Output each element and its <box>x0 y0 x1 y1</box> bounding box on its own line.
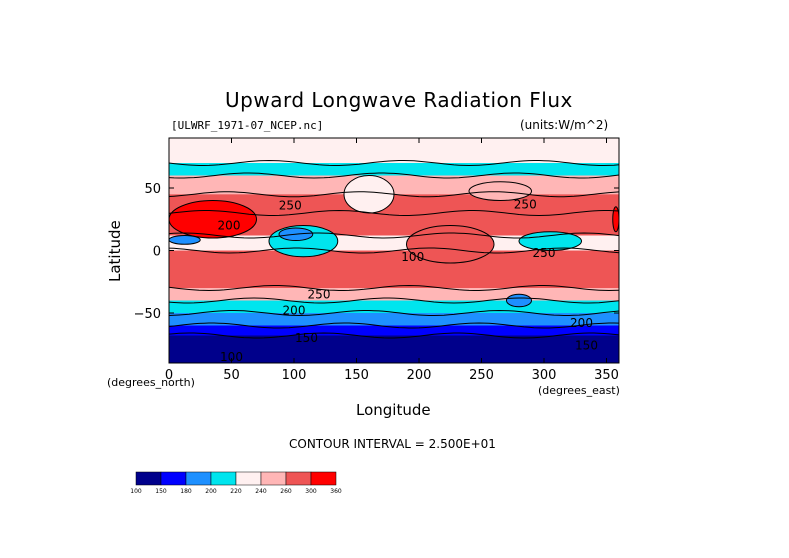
contour-interval-label: CONTOUR INTERVAL = 2.500E+01 <box>289 437 496 451</box>
heat-band <box>169 138 619 163</box>
contour-label: 150 <box>295 331 318 345</box>
contour-label: 200 <box>570 316 593 330</box>
file-label: [ULWRF_1971-07_NCEP.nc] <box>171 119 324 132</box>
heat-region <box>406 225 495 264</box>
contour-line <box>168 284 620 292</box>
heat-band <box>169 163 619 176</box>
x-tick-label: 200 <box>407 368 432 383</box>
colorbar-tick-label: 200 <box>205 488 217 495</box>
contour-line <box>168 297 620 304</box>
contour-label: 250 <box>533 246 556 260</box>
colorbar-tick-label: 260 <box>280 488 292 495</box>
contour-label: 200 <box>283 304 306 318</box>
colorbar-tick-label: 150 <box>155 488 167 495</box>
colorbar-tick-label: 100 <box>130 488 142 495</box>
x-tick-label: 50 <box>223 368 240 383</box>
colorbar-tick-label: 240 <box>255 488 267 495</box>
x-tick-label: 250 <box>469 368 494 383</box>
colorbar-swatch <box>185 471 212 486</box>
x-tick-label: 150 <box>344 368 369 383</box>
colorbar-swatch <box>210 471 237 486</box>
x-tick-label: 300 <box>532 368 557 383</box>
colorbar-tick-label: 180 <box>180 488 192 495</box>
x-tick-label: 0 <box>165 368 173 383</box>
heat-band <box>169 288 619 301</box>
contour-line <box>168 332 620 339</box>
y-tick-label: −50 <box>134 307 161 322</box>
y-tick-label: 0 <box>153 245 161 260</box>
chart-title: Upward Longwave Radiation Flux <box>225 88 573 112</box>
contour-line <box>168 191 620 198</box>
contour-line <box>168 209 620 217</box>
colorbar-tick-label: 220 <box>230 488 242 495</box>
x-tick-label: 350 <box>594 368 619 383</box>
colorbar-swatch <box>160 471 187 486</box>
x-axis-label: Longitude <box>356 401 431 419</box>
y-tick-label: 50 <box>144 182 161 197</box>
contour-line <box>168 159 620 167</box>
heat-region <box>506 293 532 308</box>
contour-label: 250 <box>514 197 537 211</box>
colorbar-swatch <box>260 471 287 486</box>
heat-band <box>169 250 619 288</box>
contour-label: 250 <box>279 199 302 213</box>
contour-label: 200 <box>218 219 241 233</box>
heat-region <box>468 181 532 201</box>
heat-region <box>518 231 582 251</box>
heat-band <box>169 313 619 326</box>
contour-line <box>168 309 620 317</box>
heat-region <box>343 175 395 214</box>
x-units-label: (degrees_east) <box>538 384 620 397</box>
heat-region <box>168 235 201 245</box>
heat-region <box>168 200 257 239</box>
heat-band <box>169 300 619 313</box>
colorbar-swatch <box>285 471 312 486</box>
contour-label: 100 <box>220 350 243 364</box>
contour-line <box>168 232 620 239</box>
contour-line <box>168 322 620 329</box>
contour-line <box>168 172 620 179</box>
colorbar-swatch <box>310 471 337 486</box>
contour-label: 250 <box>308 287 331 301</box>
contour-label: 150 <box>575 339 598 353</box>
contour-label: 100 <box>401 250 424 264</box>
colorbar-tick-label: 300 <box>305 488 317 495</box>
contour-line <box>168 247 620 254</box>
colorbar-swatch <box>235 471 262 486</box>
heat-band <box>169 325 619 336</box>
y-units-label: (degrees_north) <box>107 376 195 389</box>
colorbar-tick-label: 360 <box>330 488 342 495</box>
colorbar-swatch <box>135 471 162 486</box>
x-tick-label: 100 <box>282 368 307 383</box>
units-label: (units:W/m^2) <box>520 118 609 132</box>
